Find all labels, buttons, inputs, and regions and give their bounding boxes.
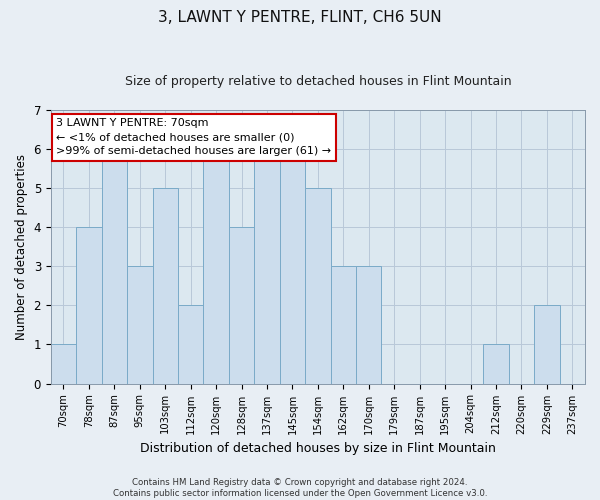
Text: 3, LAWNT Y PENTRE, FLINT, CH6 5UN: 3, LAWNT Y PENTRE, FLINT, CH6 5UN (158, 10, 442, 25)
X-axis label: Distribution of detached houses by size in Flint Mountain: Distribution of detached houses by size … (140, 442, 496, 455)
Bar (254, 149, 280, 384)
Title: Size of property relative to detached houses in Flint Mountain: Size of property relative to detached ho… (125, 75, 511, 88)
Text: 3 LAWNT Y PENTRE: 70sqm
← <1% of detached houses are smaller (0)
>99% of semi-de: 3 LAWNT Y PENTRE: 70sqm ← <1% of detache… (56, 118, 331, 156)
Bar (203, 149, 229, 384)
Bar (305, 188, 331, 384)
Bar (76, 227, 101, 384)
Bar (178, 306, 203, 384)
Bar (280, 149, 305, 384)
Bar (127, 266, 152, 384)
Bar (534, 306, 560, 384)
Bar (331, 266, 356, 384)
Y-axis label: Number of detached properties: Number of detached properties (15, 154, 28, 340)
Bar (101, 149, 127, 384)
Bar (51, 344, 76, 384)
Bar (483, 344, 509, 384)
Bar (152, 188, 178, 384)
Bar (229, 227, 254, 384)
Bar (356, 266, 382, 384)
Text: Contains HM Land Registry data © Crown copyright and database right 2024.
Contai: Contains HM Land Registry data © Crown c… (113, 478, 487, 498)
